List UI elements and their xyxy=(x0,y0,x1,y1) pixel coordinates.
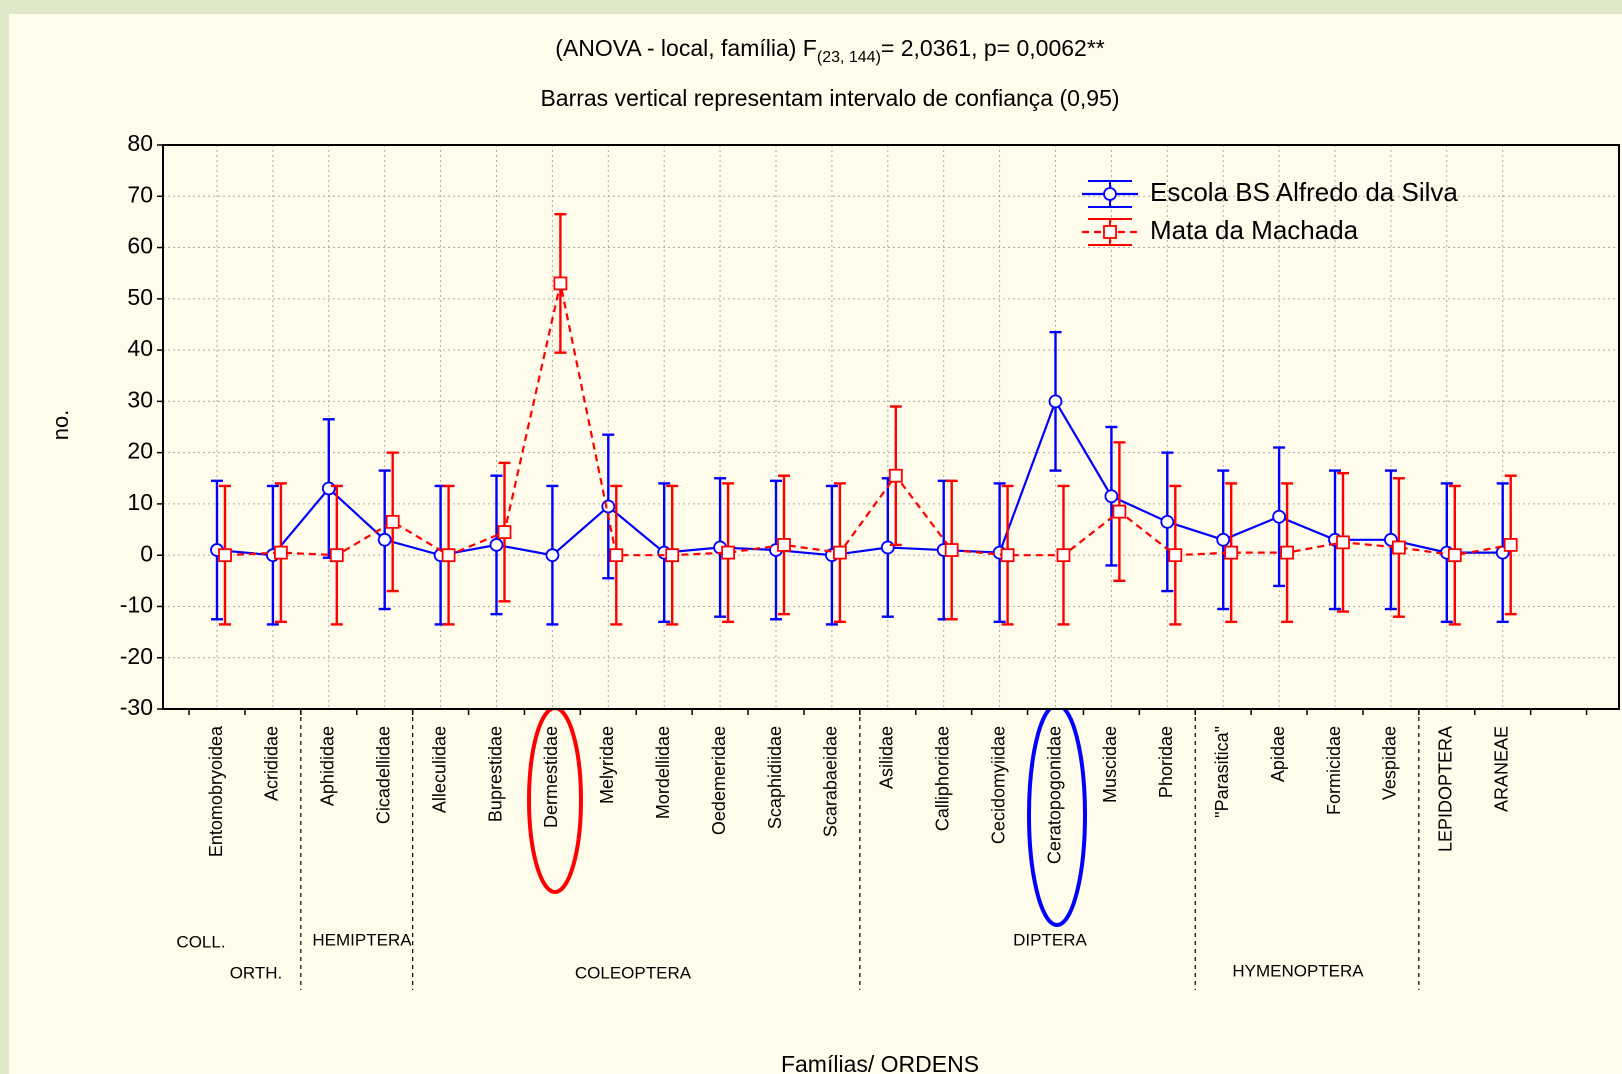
legend-marker xyxy=(1104,226,1116,238)
marker xyxy=(554,277,566,289)
marker xyxy=(323,483,335,495)
marker xyxy=(379,534,391,546)
x-tick-label: Phoridae xyxy=(1156,726,1176,798)
x-axis-label: Famílias/ ORDENS xyxy=(781,1051,979,1074)
marker xyxy=(1281,547,1293,559)
marker xyxy=(602,500,614,512)
order-label: HYMENOPTERA xyxy=(1232,961,1364,980)
x-tick-label: Scarabaeidae xyxy=(821,726,841,837)
y-tick-label: 60 xyxy=(127,233,153,259)
marker xyxy=(946,544,958,556)
x-tick-label: Calliphoridae xyxy=(932,726,952,831)
marker xyxy=(1225,547,1237,559)
marker xyxy=(882,541,894,553)
x-tick-label: Buprestidae xyxy=(485,726,505,822)
marker xyxy=(834,547,846,559)
marker xyxy=(1505,539,1517,551)
legend-label: Mata da Machada xyxy=(1150,215,1359,245)
y-tick-label: 80 xyxy=(127,130,153,156)
marker xyxy=(778,539,790,551)
y-axis-label: no. xyxy=(48,410,73,441)
x-tick-label: Alleculidae xyxy=(429,726,449,813)
x-tick-label: ARANEAE xyxy=(1491,726,1511,812)
marker xyxy=(387,516,399,528)
order-label: ORTH. xyxy=(230,963,283,982)
x-tick-label: Formicidae xyxy=(1324,726,1344,815)
y-tick-label: 30 xyxy=(127,386,153,412)
marker xyxy=(1337,536,1349,548)
marker xyxy=(1161,516,1173,528)
chart: (ANOVA - local, família) F(23, 144)= 2,0… xyxy=(0,0,1622,1074)
y-tick-label: -20 xyxy=(120,643,153,669)
x-tick-label: Entomobryoidea xyxy=(206,725,226,857)
y-tick-label: 20 xyxy=(127,438,153,464)
y-tick-label: 10 xyxy=(127,489,153,515)
x-tick-label: Vespidae xyxy=(1380,726,1400,800)
marker xyxy=(890,470,902,482)
marker xyxy=(1105,490,1117,502)
legend-marker xyxy=(1104,188,1116,200)
order-label: COLL. xyxy=(176,932,225,951)
marker xyxy=(722,547,734,559)
x-tick-label: Cicadellidae xyxy=(373,726,393,824)
marker xyxy=(275,547,287,559)
y-tick-label: -30 xyxy=(120,694,153,720)
x-tick-label: Melyridae xyxy=(597,726,617,804)
marker xyxy=(1050,395,1062,407)
marker xyxy=(1169,549,1181,561)
marker xyxy=(1113,506,1125,518)
marker xyxy=(1449,549,1461,561)
x-tick-label: "Parasitica" xyxy=(1212,726,1232,818)
x-tick-label: Aphididae xyxy=(318,726,338,806)
title-part: (ANOVA - local, família) F xyxy=(555,35,817,61)
marker xyxy=(491,539,503,551)
marker xyxy=(610,549,622,561)
y-tick-label: 50 xyxy=(127,284,153,310)
marker xyxy=(443,549,455,561)
marker xyxy=(1002,549,1014,561)
y-tick-label: 0 xyxy=(140,540,153,566)
x-tick-label: Muscidae xyxy=(1100,726,1120,803)
x-tick-label: Apidae xyxy=(1268,726,1288,782)
marker xyxy=(499,526,511,538)
plot-area xyxy=(163,145,1619,709)
order-label: HEMIPTERA xyxy=(312,930,412,949)
x-tick-label: LEPIDOPTERA xyxy=(1436,726,1456,852)
x-tick-label: Mordellidae xyxy=(653,726,673,819)
x-tick-label: Oedemeridae xyxy=(709,726,729,835)
marker xyxy=(1273,511,1285,523)
marker xyxy=(331,549,343,561)
y-tick-label: -10 xyxy=(120,592,153,618)
y-tick-label: 70 xyxy=(127,181,153,207)
x-tick-label: Ceratopogonidae xyxy=(1044,726,1064,864)
marker xyxy=(666,549,678,561)
x-tick-label: Acrididae xyxy=(262,726,282,801)
marker xyxy=(1058,549,1070,561)
x-tick-label: Scaphidiidae xyxy=(765,726,785,829)
marker xyxy=(1217,534,1229,546)
x-tick-label: Asilidae xyxy=(877,726,897,789)
title-subscript: (23, 144) xyxy=(817,49,881,66)
order-label: COLEOPTERA xyxy=(575,963,692,982)
x-tick-label: Dermestidae xyxy=(541,726,561,828)
legend-label: Escola BS Alfredo da Silva xyxy=(1150,177,1458,207)
chart-subtitle: Barras vertical representam intervalo de… xyxy=(540,85,1119,111)
y-tick-label: 40 xyxy=(127,335,153,361)
marker xyxy=(1393,541,1405,553)
marker xyxy=(546,549,558,561)
title-part: = 2,0361, p= 0,0062** xyxy=(881,35,1105,61)
x-tick-label: Cecidomyiidae xyxy=(988,726,1008,844)
marker xyxy=(219,549,231,561)
order-label: DIPTERA xyxy=(1013,930,1087,949)
